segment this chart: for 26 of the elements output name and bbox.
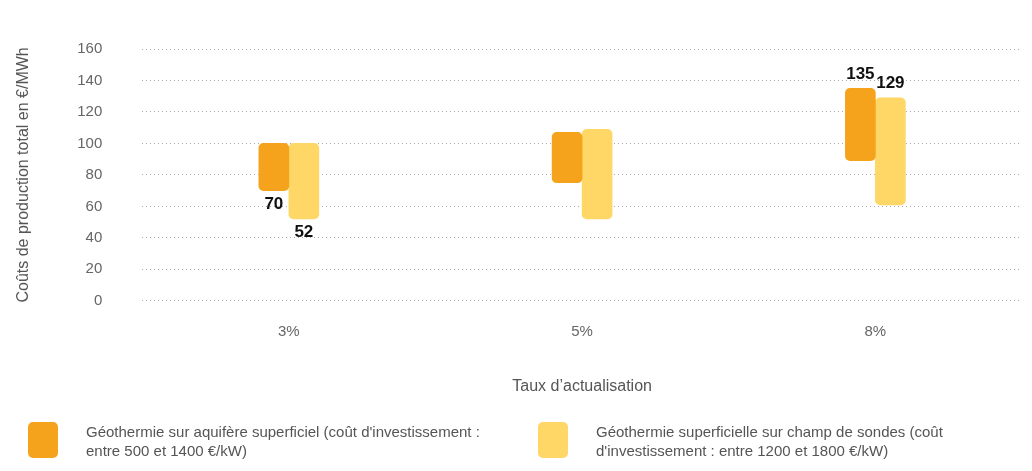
- annotation: 129: [876, 72, 905, 92]
- y-tick-label: 20: [85, 259, 103, 277]
- x-tick-label: 8%: [864, 321, 887, 339]
- annotation: 52: [294, 222, 314, 242]
- y-tick-label: 100: [77, 133, 103, 151]
- y-tick-label: 80: [85, 165, 103, 183]
- bar: [581, 128, 613, 220]
- y-tick-label: 40: [85, 227, 103, 245]
- y-tick-label: 120: [77, 102, 103, 120]
- x-axis-title: Taux d’actualisation: [512, 376, 652, 394]
- annotation: 70: [264, 193, 284, 213]
- x-tick-label: 5%: [571, 321, 593, 339]
- bar: [551, 132, 583, 184]
- legend-label: Géothermie sur aquifère superficiel (coût d'investissement : entre 500 et 1400 €/kW): [86, 422, 481, 460]
- legend-label: Géothermie superficielle sur champ de sondes (coût d'investissement : entre 1200 et 1800 €/kW): [596, 422, 944, 460]
- bar: [875, 97, 906, 206]
- y-axis-title: Coûts de production total en €/MWh: [14, 47, 32, 303]
- y-tick-label: 160: [77, 39, 103, 57]
- bar: [845, 88, 876, 162]
- bar: [258, 143, 290, 191]
- y-tick-label: 0: [93, 290, 103, 308]
- y-tick-label: 140: [77, 70, 103, 88]
- x-tick-label: 3%: [278, 321, 300, 339]
- annotation: 135: [846, 63, 875, 83]
- y-tick-label: 60: [85, 196, 103, 214]
- bar: [288, 143, 320, 220]
